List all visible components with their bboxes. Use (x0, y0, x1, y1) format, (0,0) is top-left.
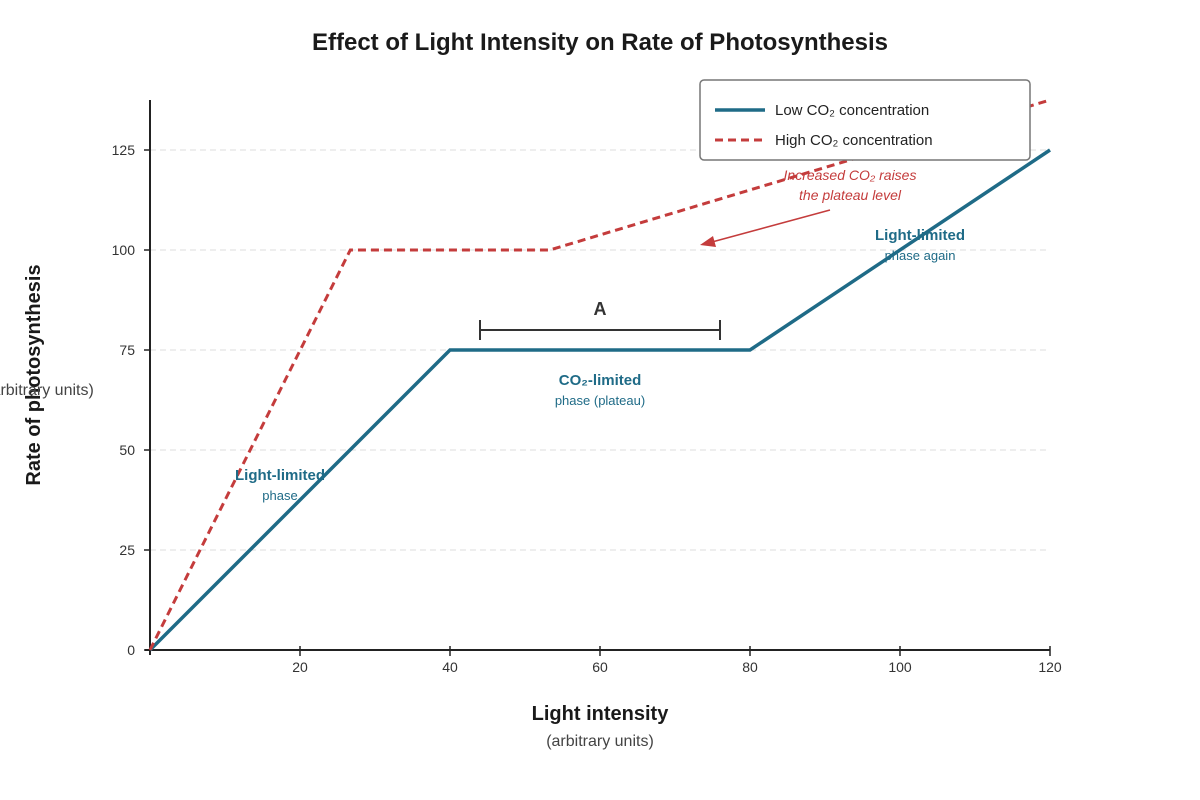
y-axis-title: Rate of photosynthesis (23, 264, 45, 485)
x-axis-subtitle: (arbitrary units) (546, 733, 654, 750)
chart-title: Effect of Light Intensity on Rate of Pho… (312, 29, 888, 56)
legend-label-high-co2: High CO₂ concentration (775, 132, 933, 149)
x-axis-title: Light intensity (532, 703, 670, 725)
annotation-light-limited-again-sub: phase again (885, 248, 956, 263)
y-tick-label-0: 0 (127, 642, 135, 658)
ticks: 0 25 50 75 100 125 20 40 60 80 100 120 (112, 142, 1062, 675)
y-tick-label-25: 25 (119, 542, 135, 558)
annotation-arrow-head (700, 236, 716, 247)
axes (145, 100, 1050, 655)
x-tick-label-120: 120 (1038, 659, 1062, 675)
x-tick-label-100: 100 (888, 659, 912, 675)
legend-label-low-co2: Low CO₂ concentration (775, 102, 929, 119)
annotation-light-limited-again-title: Light-limited (875, 227, 965, 244)
legend: Low CO₂ concentration High CO₂ concentra… (699, 79, 1031, 161)
y-tick-label-125: 125 (112, 142, 136, 158)
x-tick-label-40: 40 (442, 659, 458, 675)
annotation-co2-limited-sub: phase (plateau) (555, 393, 645, 408)
series-line-high-co2 (148, 98, 1051, 651)
annotation-co2-effect-line1: Increased CO₂ raises (784, 167, 917, 183)
annotation-co2-effect-line2: the plateau level (799, 187, 902, 203)
y-axis-subtitle: (arbitrary units) (0, 382, 94, 399)
annotation-co2-limited-title: CO₂-limited (559, 372, 642, 389)
series-line-low-co2 (148, 148, 1051, 652)
annotation-light-limited-title: Light-limited (235, 467, 325, 484)
x-tick-label-20: 20 (292, 659, 308, 675)
annotation-arrow (711, 209, 831, 243)
bracket-a (479, 320, 721, 340)
legend-box (699, 79, 1031, 161)
y-tick-label-75: 75 (119, 342, 135, 358)
y-tick-label-100: 100 (112, 242, 136, 258)
y-tick-label-50: 50 (119, 442, 135, 458)
x-tick-label-60: 60 (592, 659, 608, 675)
bracket-label: A (594, 299, 607, 319)
annotation-light-limited-sub: phase (262, 488, 297, 503)
series (148, 98, 1051, 652)
x-tick-label-80: 80 (742, 659, 758, 675)
